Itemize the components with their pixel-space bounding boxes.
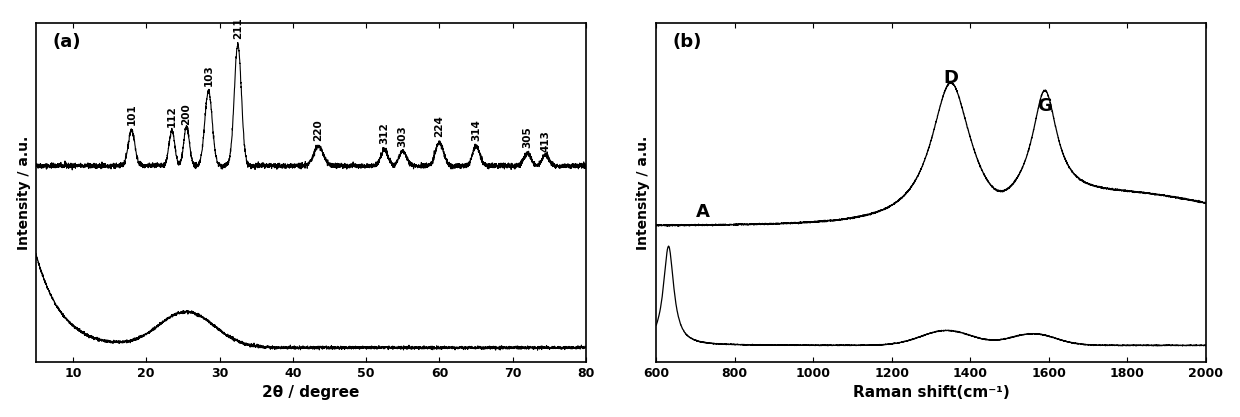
Text: G: G [1038,97,1053,115]
Text: 224: 224 [434,116,444,137]
Y-axis label: Intensity / a.u.: Intensity / a.u. [636,136,651,250]
Text: 103: 103 [203,64,213,85]
Text: (a): (a) [53,33,81,51]
Text: A: A [696,203,711,221]
Text: 101: 101 [126,103,136,125]
Text: 112: 112 [167,105,177,127]
Text: 211: 211 [233,18,243,39]
Text: 413: 413 [541,130,551,151]
Text: D: D [944,69,959,87]
Text: 303: 303 [398,126,408,147]
Y-axis label: Intensity / a.u.: Intensity / a.u. [16,136,31,250]
X-axis label: 2θ / degree: 2θ / degree [263,385,360,400]
Text: 305: 305 [522,126,532,148]
X-axis label: Raman shift(cm⁻¹): Raman shift(cm⁻¹) [853,385,1009,400]
Text: 220: 220 [314,119,324,141]
Text: 312: 312 [379,123,389,144]
Text: (b): (b) [672,33,702,51]
Text: 314: 314 [471,119,481,141]
Text: 200: 200 [181,103,191,125]
